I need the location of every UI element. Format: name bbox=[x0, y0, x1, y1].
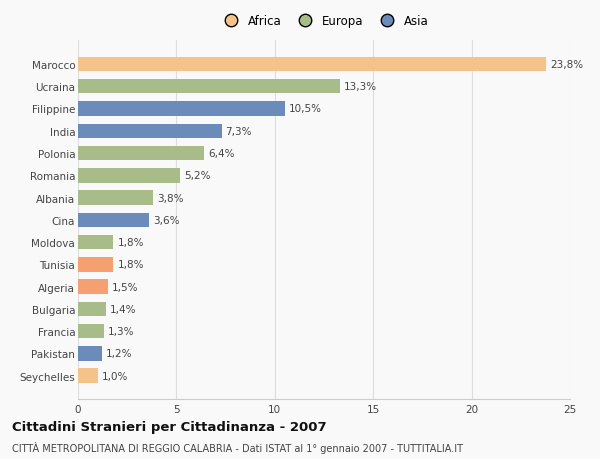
Bar bbox=[78, 369, 98, 383]
Bar bbox=[78, 191, 153, 205]
Bar bbox=[78, 168, 181, 183]
Bar bbox=[78, 235, 113, 250]
Text: 13,3%: 13,3% bbox=[344, 82, 377, 92]
Text: 3,8%: 3,8% bbox=[157, 193, 183, 203]
Bar bbox=[78, 213, 149, 228]
Text: 5,2%: 5,2% bbox=[184, 171, 211, 181]
Text: 6,4%: 6,4% bbox=[208, 149, 235, 159]
Bar bbox=[78, 302, 106, 316]
Text: 10,5%: 10,5% bbox=[289, 104, 322, 114]
Bar bbox=[78, 324, 104, 339]
Text: 3,6%: 3,6% bbox=[153, 215, 179, 225]
Text: 1,3%: 1,3% bbox=[107, 326, 134, 336]
Bar bbox=[78, 146, 204, 161]
Bar bbox=[78, 124, 221, 139]
Text: 1,4%: 1,4% bbox=[109, 304, 136, 314]
Text: CITTÀ METROPOLITANA DI REGGIO CALABRIA - Dati ISTAT al 1° gennaio 2007 - TUTTITA: CITTÀ METROPOLITANA DI REGGIO CALABRIA -… bbox=[12, 441, 463, 453]
Text: 1,8%: 1,8% bbox=[118, 238, 144, 247]
Bar bbox=[78, 57, 547, 72]
Text: 23,8%: 23,8% bbox=[550, 60, 583, 70]
Bar bbox=[78, 102, 284, 117]
Bar bbox=[78, 347, 101, 361]
Bar bbox=[78, 280, 107, 294]
Text: 7,3%: 7,3% bbox=[226, 127, 252, 136]
Text: 1,8%: 1,8% bbox=[118, 260, 144, 270]
Text: 1,5%: 1,5% bbox=[112, 282, 138, 292]
Text: Cittadini Stranieri per Cittadinanza - 2007: Cittadini Stranieri per Cittadinanza - 2… bbox=[12, 420, 326, 433]
Text: 1,0%: 1,0% bbox=[101, 371, 128, 381]
Bar bbox=[78, 257, 113, 272]
Text: 1,2%: 1,2% bbox=[106, 349, 132, 358]
Legend: Africa, Europa, Asia: Africa, Europa, Asia bbox=[216, 11, 432, 31]
Bar bbox=[78, 80, 340, 94]
